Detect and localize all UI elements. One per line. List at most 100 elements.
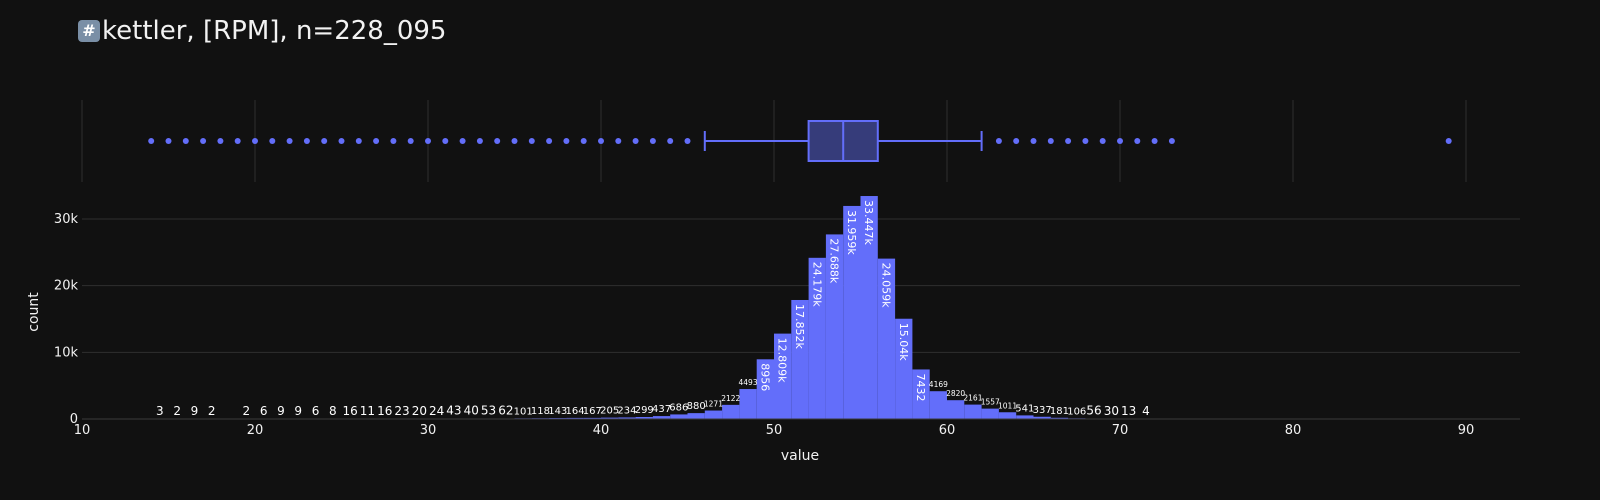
x-tick-label: 10 bbox=[74, 423, 91, 438]
bar-label: 2161 bbox=[963, 394, 982, 403]
x-tick-label: 80 bbox=[1285, 423, 1302, 438]
bar-label: 23 bbox=[394, 404, 409, 418]
bar-label: 1011 bbox=[998, 401, 1017, 410]
bar-label: 437 bbox=[652, 404, 671, 415]
outlier-point bbox=[1047, 138, 1054, 144]
bar-label: 234 bbox=[617, 405, 636, 416]
bar-label: 8956 bbox=[758, 363, 771, 391]
histogram-bar bbox=[808, 257, 826, 419]
bar-label: 4169 bbox=[929, 380, 948, 389]
bar-label: 62 bbox=[498, 404, 513, 418]
outlier-point bbox=[355, 138, 362, 144]
outlier-point bbox=[182, 138, 189, 144]
outlier-point bbox=[615, 138, 622, 144]
bar-label: 24 bbox=[429, 404, 444, 418]
bar-label: 205 bbox=[600, 406, 619, 417]
histogram-bar bbox=[912, 369, 930, 419]
bar-label: 1557 bbox=[981, 398, 1000, 407]
histogram-bar bbox=[739, 389, 757, 419]
chart-title-text: kettler, [RPM], n=228_095 bbox=[102, 16, 447, 46]
bar-label: 2820 bbox=[946, 389, 965, 398]
outlier-point bbox=[252, 138, 258, 144]
bar-label: 40 bbox=[464, 404, 479, 418]
outlier-point bbox=[511, 138, 518, 144]
outlier-point bbox=[1445, 138, 1452, 144]
bar-label: 106 bbox=[1067, 406, 1086, 417]
histogram-bar bbox=[774, 333, 792, 419]
bar-label: 11 bbox=[360, 404, 375, 418]
histogram-bar bbox=[704, 410, 723, 419]
outlier-point bbox=[217, 138, 224, 144]
bar-label: 118 bbox=[531, 406, 550, 417]
bar-label: 31.959k bbox=[845, 210, 858, 255]
outlier-point bbox=[1151, 138, 1158, 144]
outlier-point bbox=[165, 138, 172, 144]
outlier-point bbox=[442, 138, 449, 144]
outlier-point bbox=[563, 138, 570, 144]
histogram-bar bbox=[1033, 416, 1051, 419]
y-tick-label: 10k bbox=[54, 345, 79, 360]
histogram-bar bbox=[981, 408, 999, 419]
outlier-point bbox=[234, 138, 241, 144]
bar-label: 164 bbox=[566, 406, 585, 417]
x-tick-label: 50 bbox=[766, 423, 783, 438]
histogram-bar bbox=[947, 400, 965, 419]
bar-label: 7432 bbox=[914, 373, 927, 401]
outlier-point bbox=[1030, 138, 1037, 144]
bar-label: 3 bbox=[156, 404, 164, 418]
bar-label: 16 bbox=[377, 404, 392, 418]
bar-label: 9 bbox=[277, 404, 285, 418]
histogram-bar bbox=[998, 412, 1017, 419]
histogram-bar bbox=[964, 404, 982, 419]
bar-label: 9 bbox=[191, 404, 199, 418]
bar-label: 299 bbox=[635, 405, 654, 416]
outlier-point bbox=[476, 138, 483, 144]
histogram-bar bbox=[652, 416, 671, 419]
bar-label: 17.852k bbox=[793, 304, 806, 349]
outlier-point bbox=[407, 138, 414, 144]
outlier-point bbox=[1065, 138, 1072, 144]
outlier-point bbox=[338, 138, 345, 144]
bar-label: 6 bbox=[312, 404, 320, 418]
y-tick-label: 20k bbox=[54, 279, 79, 294]
bar-label: 6 bbox=[260, 404, 268, 418]
keycap-hash-icon: # bbox=[78, 20, 100, 42]
outlier-point bbox=[459, 138, 466, 144]
outlier-point bbox=[200, 138, 207, 144]
outlier-point bbox=[546, 138, 553, 144]
outlier-point bbox=[580, 138, 587, 144]
histogram-bar bbox=[877, 258, 896, 419]
x-tick-label: 60 bbox=[939, 423, 956, 438]
histogram-bar bbox=[601, 417, 619, 419]
bar-label: 2 bbox=[243, 404, 251, 418]
bar-label: 56 bbox=[1086, 404, 1101, 418]
histogram-bar bbox=[635, 417, 653, 419]
histogram-bar bbox=[895, 318, 913, 419]
bar-label: 12.809k bbox=[776, 338, 789, 383]
bar-label: 143 bbox=[548, 406, 567, 417]
outlier-point bbox=[1168, 138, 1175, 144]
outlier-point bbox=[1082, 138, 1089, 144]
x-axis-label: value bbox=[781, 448, 819, 464]
outlier-point bbox=[995, 138, 1002, 144]
bar-label: 1271 bbox=[704, 400, 723, 409]
x-tick-label: 40 bbox=[593, 423, 610, 438]
outlier-point bbox=[148, 138, 155, 144]
bar-label: 43 bbox=[446, 404, 461, 418]
bar-label: 27.688k bbox=[828, 238, 841, 283]
bar-label: 4 bbox=[1142, 404, 1150, 418]
chart-title: # kettler, [RPM], n=228_095 bbox=[78, 16, 446, 46]
outlier-point bbox=[598, 138, 604, 144]
bar-label: 2 bbox=[173, 404, 181, 418]
bar-label: 4493 bbox=[739, 378, 758, 387]
bar-label: 30 bbox=[1104, 404, 1119, 418]
bar-label: 9 bbox=[294, 404, 302, 418]
histogram-bar bbox=[566, 417, 584, 419]
outlier-point bbox=[1134, 138, 1141, 144]
boxplot-panel bbox=[81, 100, 1467, 182]
bar-label: 24.179k bbox=[810, 262, 823, 307]
bar-label: 24.059k bbox=[879, 263, 892, 308]
